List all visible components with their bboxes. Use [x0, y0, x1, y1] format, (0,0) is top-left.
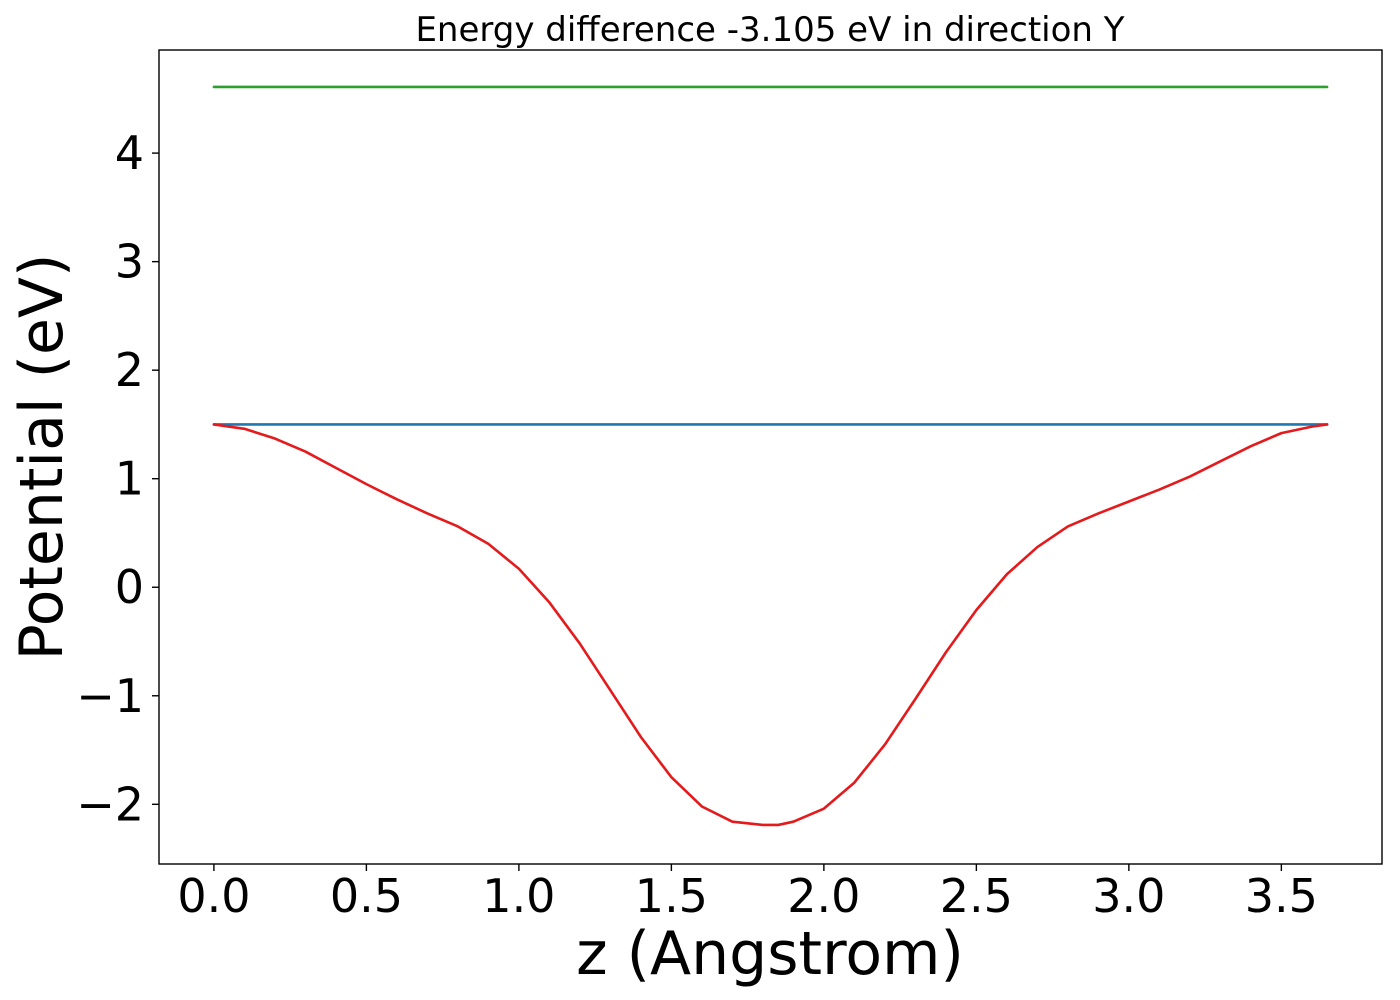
y-tick-label: 0 [115, 560, 144, 614]
x-axis: 0.0 0.5 1.0 1.5 2.0 2.5 3.0 3.5 [177, 864, 1318, 923]
x-axis-label: z (Angstrom) [576, 919, 964, 989]
chart-title: Energy difference -3.105 eV in direction… [415, 10, 1124, 50]
y-axis: −2 −1 0 1 2 3 4 [76, 126, 159, 831]
y-tick-label: 2 [115, 343, 144, 397]
plot-area-frame [158, 49, 1383, 865]
x-tick-label: 1.5 [635, 869, 708, 923]
y-tick-label: 4 [115, 126, 144, 180]
series-line-2 [212, 423, 1329, 827]
y-tick-label: −2 [76, 777, 144, 831]
series-layer [212, 85, 1329, 827]
x-tick-label: 3.0 [1092, 869, 1165, 923]
x-tick-label: 2.5 [940, 869, 1013, 923]
y-tick-label: 3 [115, 235, 144, 289]
y-axis-label: Potential (eV) [7, 254, 77, 661]
x-tick-label: 3.5 [1245, 869, 1318, 923]
y-tick-label: 1 [115, 452, 144, 506]
y-tick-label: −1 [76, 669, 144, 723]
x-tick-label: 1.0 [482, 869, 555, 923]
x-tick-label: 2.0 [787, 869, 860, 923]
x-tick-label: 0.0 [177, 869, 250, 923]
x-tick-label: 0.5 [330, 869, 403, 923]
